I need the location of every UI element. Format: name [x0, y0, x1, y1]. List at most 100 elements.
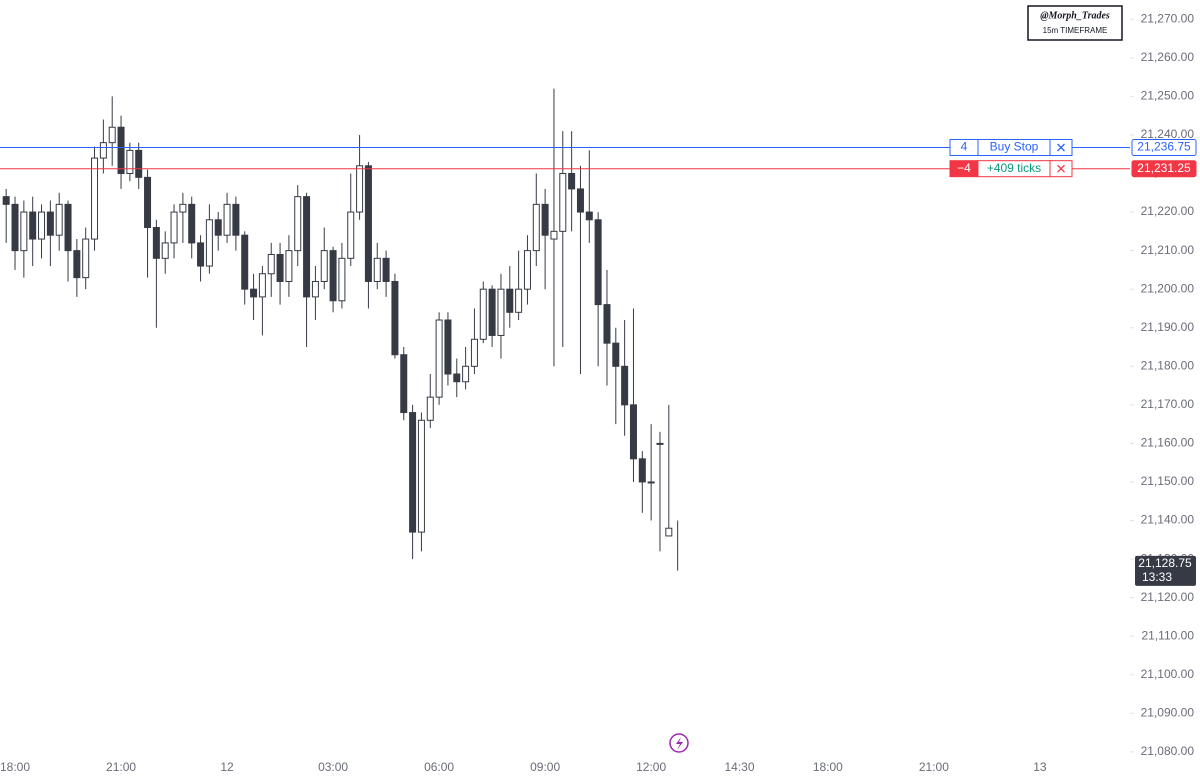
candle-body	[285, 250, 293, 282]
candle-body	[108, 126, 116, 144]
candle-body	[576, 188, 584, 213]
y-tick-label: 21,140.00	[1141, 513, 1195, 527]
candle-body	[559, 173, 567, 232]
candle-body	[391, 280, 399, 356]
candle-body	[214, 219, 222, 236]
candle-body	[99, 142, 107, 159]
candle-body	[311, 280, 319, 298]
candle-body	[320, 250, 328, 282]
y-tick-label: 21,190.00	[1141, 320, 1195, 334]
candle-body	[621, 365, 629, 406]
candle-body	[258, 273, 266, 298]
candle-body	[541, 203, 549, 236]
x-tick-label: 12:00	[636, 760, 666, 774]
candle-body	[364, 165, 372, 282]
candle-body	[91, 157, 99, 240]
watermark-timeframe: 15m TIMEFRAME	[1043, 26, 1108, 35]
candle-body	[144, 176, 152, 228]
y-tick-label: 21,180.00	[1141, 358, 1195, 372]
candle-body	[347, 211, 355, 259]
candle-body	[2, 196, 10, 205]
candle-body	[409, 412, 417, 533]
candle-body	[453, 373, 461, 383]
candle-body	[470, 338, 478, 367]
countdown: 13:33	[1142, 570, 1172, 584]
watermark-handle: @Morph_Trades	[1040, 10, 1110, 21]
candle-body	[382, 257, 390, 282]
candle-body	[497, 288, 505, 336]
y-tick-label: 21,210.00	[1141, 243, 1195, 257]
candle-body	[417, 419, 425, 533]
candle-body	[179, 203, 187, 213]
candle-body	[152, 226, 160, 259]
y-tick-label: 21,270.00	[1141, 11, 1195, 25]
order-text: Buy Stop	[990, 140, 1039, 154]
y-tick-label: 21,200.00	[1141, 281, 1195, 295]
candle-body	[594, 219, 602, 306]
event-icon-bolt	[676, 737, 683, 750]
y-tick-label: 21,100.00	[1141, 667, 1195, 681]
candle-body	[223, 203, 231, 236]
candle-body	[294, 196, 302, 252]
candle-body	[303, 196, 311, 298]
order-price-tag	[1131, 160, 1197, 178]
last-price-tag	[1135, 555, 1196, 586]
y-tick-label: 21,170.00	[1141, 397, 1195, 411]
candle-body	[479, 288, 487, 340]
y-tick-label: 21,220.00	[1141, 204, 1195, 218]
candle-body	[276, 253, 284, 282]
watermark-box	[1027, 5, 1123, 41]
candle-body	[603, 304, 611, 344]
candle-body	[373, 257, 381, 282]
candle-body	[250, 288, 258, 298]
x-tick-label: 03:00	[318, 760, 348, 774]
candle-body	[73, 250, 81, 279]
x-tick-label: 18:00	[813, 760, 843, 774]
candle-body	[506, 288, 514, 313]
candle-body	[629, 404, 637, 460]
y-tick-label: 21,080.00	[1141, 744, 1195, 758]
y-tick-label: 21,240.00	[1141, 127, 1195, 141]
candle-body	[267, 253, 275, 275]
y-tick-label: 21,120.00	[1141, 590, 1195, 604]
order-price-tag	[1131, 138, 1197, 156]
candle-body	[197, 242, 205, 267]
candle-body	[462, 365, 470, 383]
candle-body	[426, 396, 434, 421]
x-tick-label: 12	[220, 760, 234, 774]
last-price-label: 21,128.75	[1138, 556, 1192, 570]
order-price-label: 21,231.25	[1137, 161, 1191, 175]
order-text: +409 ticks	[987, 161, 1041, 175]
candle-body	[612, 342, 620, 367]
x-tick-label: 14:30	[724, 760, 754, 774]
candle-body	[523, 250, 531, 290]
y-tick-label: 21,110.00	[1142, 628, 1195, 642]
candle-body	[29, 211, 37, 240]
order-cancel	[1057, 164, 1065, 173]
candle-body	[329, 250, 337, 302]
event-icon[interactable]	[669, 733, 689, 753]
y-tick-label: 21,160.00	[1141, 436, 1195, 450]
candle-body	[532, 203, 540, 252]
order-cancel	[1057, 143, 1065, 152]
x-tick-label: 21:00	[919, 760, 949, 774]
candle-body	[55, 203, 63, 236]
x-tick-label: 18:00	[0, 760, 30, 774]
candle-body	[82, 238, 90, 279]
candle-body	[638, 458, 646, 483]
order-qty: 4	[961, 140, 968, 154]
candle-body	[241, 234, 249, 290]
candle-body	[232, 203, 240, 236]
candle-body	[656, 442, 664, 445]
candle-body	[568, 173, 576, 190]
candle-body	[356, 165, 364, 213]
x-tick-label: 21:00	[106, 760, 136, 774]
candle-body	[126, 149, 134, 175]
y-tick-label: 21,260.00	[1141, 50, 1195, 64]
candle-body	[665, 527, 673, 537]
candle-body	[38, 211, 46, 240]
candle-body	[20, 211, 28, 252]
candle-body	[444, 319, 452, 375]
x-tick-label: 09:00	[530, 760, 560, 774]
candle-body	[488, 288, 496, 336]
